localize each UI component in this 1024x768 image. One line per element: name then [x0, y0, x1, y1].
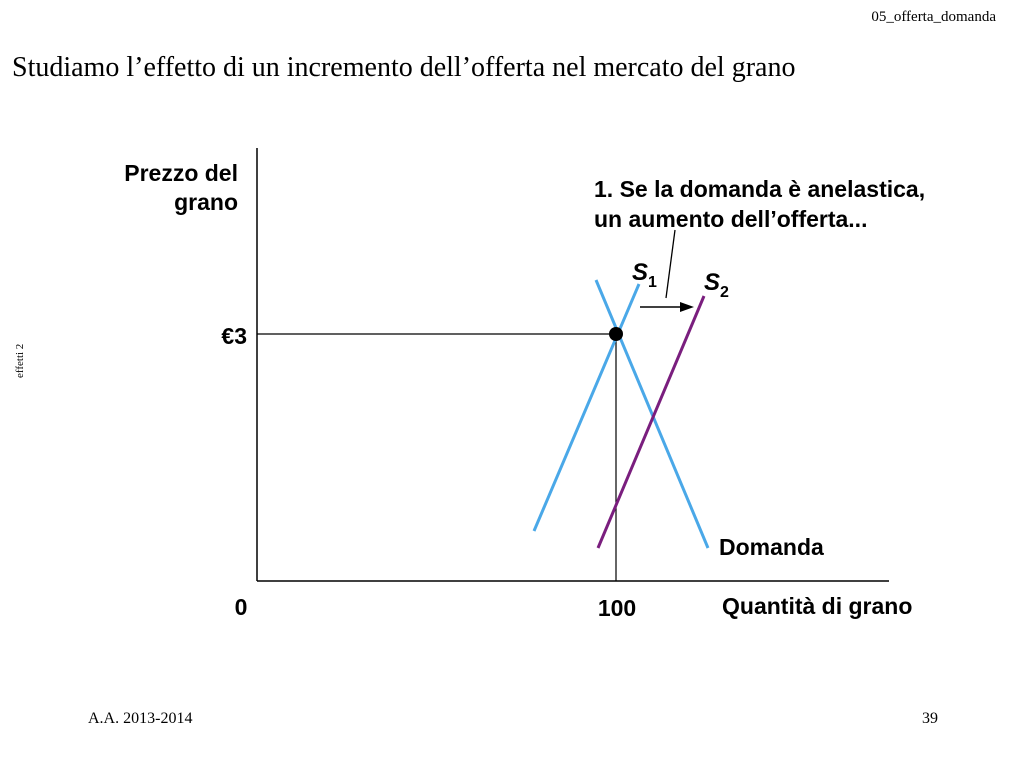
slide-title: Studiamo l’effetto di un incremento dell… [12, 52, 796, 83]
origin-label: 0 [235, 594, 248, 620]
price-label: €3 [221, 323, 247, 349]
s1-label: S1 [632, 259, 657, 291]
y-axis-label-line1: Prezzo del [124, 160, 238, 186]
demand-label: Domanda [719, 534, 824, 560]
footer-academic-year: A.A. 2013-2014 [88, 710, 193, 727]
footer-page-number: 39 [922, 710, 938, 727]
quantity-label: 100 [598, 595, 636, 621]
equilibrium-point [609, 327, 623, 341]
annotation-line1: 1. Se la domanda è anelastica, [594, 176, 925, 202]
file-label: 05_offerta_domanda [871, 9, 996, 25]
demand-curve [594, 279, 710, 549]
s1-subscript: 1 [648, 274, 657, 291]
s2-label: S2 [704, 269, 729, 301]
y-axis-label-line2: grano [174, 189, 238, 215]
annotation-pointer [665, 229, 676, 299]
shift-arrow-head [680, 302, 694, 312]
supply-curve-s2 [596, 295, 706, 549]
x-axis-label: Quantità di grano [722, 593, 912, 619]
s2-letter: S [704, 269, 720, 296]
s2-subscript: 2 [720, 284, 729, 301]
annotation-line2: un aumento dell’offerta... [594, 206, 867, 232]
s1-letter: S [632, 259, 648, 286]
supply-curve-s1 [532, 283, 641, 532]
